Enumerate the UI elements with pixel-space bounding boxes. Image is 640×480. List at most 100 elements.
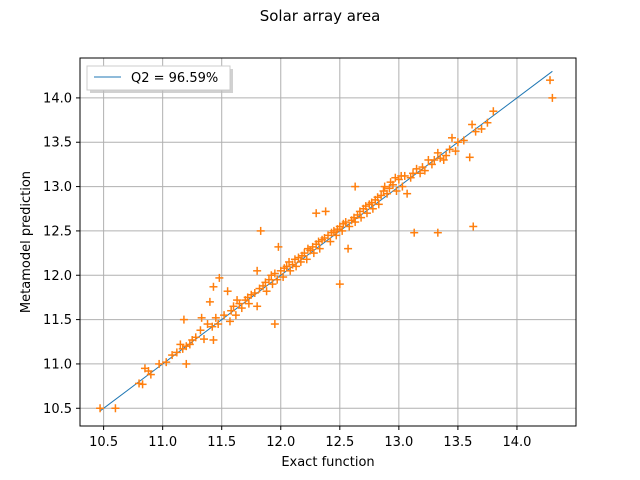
scatter-point bbox=[315, 244, 324, 253]
scatter-point bbox=[223, 287, 232, 296]
scatter-point bbox=[309, 249, 318, 258]
scatter-point bbox=[253, 266, 262, 275]
scatter-point bbox=[182, 359, 191, 368]
scatter-point bbox=[196, 326, 205, 335]
scatter-point bbox=[200, 335, 208, 344]
scatter-point bbox=[197, 313, 206, 322]
scatter-point bbox=[208, 322, 217, 331]
scatter-point bbox=[290, 255, 299, 264]
scatter-point bbox=[357, 213, 366, 222]
scatter-point bbox=[392, 187, 401, 196]
scatter-point bbox=[326, 237, 335, 246]
scatter-point bbox=[433, 228, 442, 237]
scatter-point bbox=[400, 171, 409, 180]
scatter-point bbox=[282, 262, 291, 271]
x-tick-label: 12.0 bbox=[266, 435, 295, 450]
scatter-point bbox=[368, 204, 377, 213]
scatter-point bbox=[256, 226, 265, 235]
scatter-point bbox=[433, 148, 442, 157]
chart-title: Solar array area bbox=[260, 7, 381, 25]
scatter-point bbox=[385, 184, 394, 193]
y-tick-label: 12.0 bbox=[43, 269, 72, 284]
scatter-point bbox=[96, 404, 105, 413]
scatter-point bbox=[341, 218, 350, 227]
scatter-points bbox=[96, 76, 557, 413]
scatter-point bbox=[468, 120, 477, 129]
scatter-point bbox=[172, 348, 181, 357]
scatter-point bbox=[111, 404, 120, 413]
scatter-point bbox=[388, 180, 397, 189]
scatter-point bbox=[410, 228, 419, 237]
y-tick-label: 13.0 bbox=[43, 180, 72, 195]
scatter-point bbox=[459, 136, 468, 145]
scatter-point bbox=[270, 269, 279, 278]
scatter-point bbox=[489, 107, 498, 116]
scatter-point bbox=[273, 275, 282, 284]
grid-lines bbox=[80, 58, 576, 426]
scatter-point bbox=[231, 311, 240, 320]
scatter-point bbox=[439, 155, 448, 164]
scatter-point bbox=[471, 127, 480, 136]
scatter-point bbox=[274, 242, 283, 251]
scatter-point bbox=[179, 315, 188, 324]
scatter-point bbox=[477, 124, 486, 133]
scatter-point bbox=[185, 340, 194, 349]
scatter-point bbox=[321, 207, 330, 216]
scatter-point bbox=[244, 299, 253, 308]
scatter-point bbox=[262, 287, 271, 296]
y-tick-label: 11.0 bbox=[43, 357, 72, 372]
scatter-point bbox=[374, 200, 383, 209]
scatter-point bbox=[351, 182, 360, 191]
scatter-point bbox=[403, 189, 412, 198]
scatter-point bbox=[268, 280, 277, 289]
scatter-point bbox=[211, 313, 220, 322]
scatter-point bbox=[205, 297, 214, 306]
scatter-point bbox=[483, 118, 492, 127]
scatter-point bbox=[391, 173, 400, 182]
x-tick-label: 13.5 bbox=[443, 435, 472, 450]
x-tick-label: 14.0 bbox=[502, 435, 531, 450]
scatter-point bbox=[420, 166, 429, 175]
scatter-point bbox=[351, 218, 360, 227]
scatter-point bbox=[362, 209, 371, 218]
scatter-point bbox=[253, 302, 262, 311]
scatter-point bbox=[146, 370, 155, 379]
scatter-point bbox=[135, 379, 144, 388]
scatter-point bbox=[380, 182, 389, 191]
y-tick-label: 11.5 bbox=[43, 313, 72, 328]
scatter-point bbox=[361, 202, 370, 211]
scatter-point bbox=[302, 255, 311, 264]
scatter-point bbox=[427, 160, 436, 169]
legend-box bbox=[86, 65, 231, 91]
y-tick-label: 14.0 bbox=[43, 91, 72, 106]
y-axis: 10.5 11.0 11.5 12.0 12.5 13.0 13.5 14.0 bbox=[43, 91, 80, 417]
scatter-point bbox=[373, 193, 382, 202]
scatter-point bbox=[409, 169, 418, 178]
y-axis-label: Metamodel prediction bbox=[19, 171, 34, 313]
scatter-point bbox=[214, 320, 223, 329]
y-tick-label: 13.5 bbox=[43, 136, 72, 151]
scatter-point bbox=[548, 93, 557, 102]
scatter-point bbox=[182, 342, 191, 351]
y-tick-label: 12.5 bbox=[43, 224, 72, 239]
x-tick-label: 11.5 bbox=[207, 435, 236, 450]
x-axis-label: Exact function bbox=[281, 455, 374, 470]
x-tick-label: 11.0 bbox=[148, 435, 177, 450]
scatter-point bbox=[225, 317, 234, 326]
scatter-point bbox=[237, 304, 246, 313]
scatter-point bbox=[294, 253, 303, 262]
scatter-point bbox=[138, 380, 147, 389]
scatter-point bbox=[445, 145, 454, 154]
scatter-point bbox=[270, 320, 279, 329]
scatter-point bbox=[264, 275, 273, 284]
scatter-point bbox=[209, 335, 218, 344]
legend-label: Q2 = 96.59% bbox=[131, 71, 218, 86]
scatter-point bbox=[406, 173, 415, 182]
scatter-point bbox=[546, 76, 555, 85]
scatter-point bbox=[436, 154, 445, 163]
scatter-point bbox=[335, 280, 344, 289]
scatter-point bbox=[235, 299, 244, 308]
scatter-point bbox=[267, 271, 276, 280]
scatter-point bbox=[416, 169, 425, 178]
